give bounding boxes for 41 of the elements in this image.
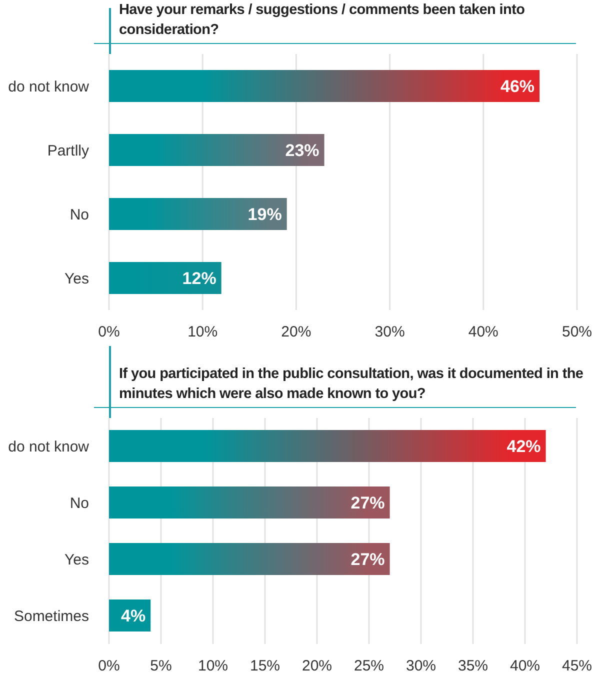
y-tick-label: Yes (64, 270, 89, 288)
bar (109, 486, 390, 518)
chart-title: If you participated in the public consultation, was it documented in the minutes which were also made known to you? (119, 365, 584, 404)
y-tick-label: No (70, 495, 89, 512)
text: 19% (248, 205, 282, 224)
x-tick-label: 25% (354, 658, 384, 675)
x-tick-label: 35% (458, 658, 488, 675)
bar (109, 134, 324, 166)
text: 4% (121, 606, 146, 626)
text: 12% (182, 269, 216, 288)
bar (109, 543, 390, 575)
chart-title: Have your remarks / suggestions / comments been taken into consideration? (119, 1, 526, 40)
x-tick-label: 30% (406, 658, 436, 675)
y-tick-label: No (70, 206, 89, 224)
text: 23% (285, 141, 320, 160)
y-tick-label: Sometimes (14, 608, 89, 626)
x-tick-label: 40% (510, 658, 540, 675)
y-tick-label: Yes (64, 552, 89, 569)
x-tick-label: 10% (198, 658, 228, 675)
x-tick-label: 45% (562, 658, 592, 675)
bar (109, 262, 222, 294)
y-tick-label: do not know (8, 78, 90, 96)
text: 27% (350, 494, 385, 513)
x-tick-label: 30% (374, 324, 405, 341)
x-tick-label: 0% (98, 324, 120, 341)
x-tick-label: 0% (98, 658, 120, 675)
bar (109, 198, 287, 230)
x-tick-label: 40% (468, 324, 498, 341)
x-tick-label: 5% (150, 658, 172, 675)
y-tick-label: Partlly (47, 142, 90, 160)
text: 46% (500, 77, 535, 96)
x-tick-label: 15% (250, 658, 280, 675)
x-tick-label: 20% (302, 658, 332, 675)
bar (109, 430, 546, 462)
y-tick-label: do not know (8, 438, 90, 456)
text: 42% (506, 437, 541, 456)
text: 27% (350, 550, 385, 570)
bar (109, 70, 540, 102)
x-tick-label: 50% (562, 324, 592, 341)
x-tick-label: 10% (188, 324, 218, 341)
x-tick-label: 20% (281, 324, 312, 341)
